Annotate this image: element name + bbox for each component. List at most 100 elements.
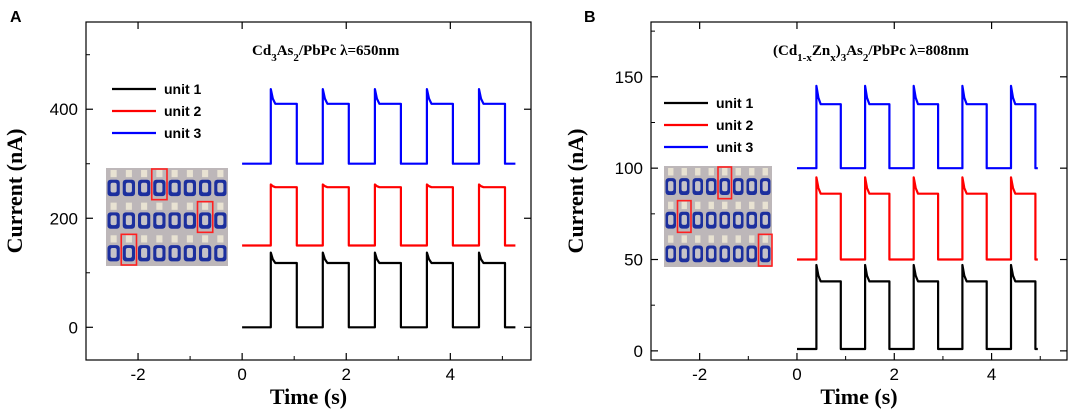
inset-pad bbox=[202, 235, 209, 243]
inset-device-photo bbox=[664, 166, 773, 267]
inset-pad bbox=[110, 169, 117, 178]
inset-pixel-center bbox=[722, 181, 728, 192]
inset-pad bbox=[125, 202, 132, 210]
panel-b: B -2 0 2 4 0 50 100 150 Time (s) Current (nA) (Cd1-… bbox=[563, 9, 1068, 409]
inset-pad bbox=[722, 235, 728, 243]
inset-pixel-center bbox=[749, 181, 755, 192]
inset-pad bbox=[668, 235, 674, 243]
title-subscript: 1-x bbox=[797, 52, 812, 64]
title-subscript: 3 bbox=[271, 52, 277, 64]
plot-frame bbox=[650, 21, 1068, 361]
inset-pad bbox=[141, 169, 148, 178]
x-axis-label: Time (s) bbox=[820, 384, 897, 409]
inset-pixel-center bbox=[156, 182, 163, 193]
inset-pad bbox=[110, 235, 117, 243]
inset-pad bbox=[708, 201, 714, 210]
inset-pixel-center bbox=[735, 214, 741, 225]
inset-pixel-center bbox=[110, 215, 117, 226]
title-segment: (Cd bbox=[773, 43, 798, 59]
inset-pad bbox=[141, 202, 148, 210]
inset-pad bbox=[749, 235, 755, 243]
title-subscript: x bbox=[830, 52, 836, 64]
inset-pad bbox=[171, 202, 178, 210]
inset-pad bbox=[735, 168, 741, 176]
inset-pixel-center bbox=[708, 214, 714, 225]
series-line-unit-2 bbox=[242, 183, 516, 247]
inset-pad bbox=[217, 202, 224, 210]
inset-pixel-center bbox=[708, 181, 714, 192]
inset-pixel-center bbox=[681, 181, 687, 192]
title-segment: As bbox=[277, 43, 294, 59]
inset-pad bbox=[695, 201, 701, 210]
legend-label: unit 2 bbox=[164, 103, 202, 119]
title-segment: /PbPc λ=650nm bbox=[298, 43, 400, 59]
inset-pixel-center bbox=[110, 248, 117, 258]
plot-frame bbox=[85, 21, 532, 361]
inset-pixel-center bbox=[695, 248, 701, 259]
inset-pixel-center bbox=[762, 181, 768, 192]
inset-pixel-center bbox=[156, 215, 163, 226]
inset-pad bbox=[762, 235, 768, 243]
inset-pad bbox=[125, 235, 132, 243]
inset-pixel-center bbox=[171, 182, 178, 193]
y-tick-label: 100 bbox=[615, 159, 643, 178]
inset-pixel-center bbox=[762, 214, 768, 225]
series-line-unit-3 bbox=[242, 88, 516, 165]
title-subscript: 2 bbox=[863, 52, 869, 64]
series-line-unit-1 bbox=[242, 251, 516, 329]
panel-letter: B bbox=[584, 9, 596, 26]
y-tick-label: 200 bbox=[50, 209, 78, 228]
inset-pad bbox=[217, 235, 224, 243]
inset-pad bbox=[695, 168, 701, 176]
inset-pixel-center bbox=[141, 248, 148, 258]
inset-pad bbox=[125, 169, 132, 178]
inset-pad bbox=[186, 235, 193, 243]
inset-pixel-center bbox=[681, 248, 687, 259]
x-tick-label: 0 bbox=[237, 365, 246, 384]
inset-pad bbox=[681, 168, 687, 176]
x-tick-label: -2 bbox=[130, 365, 145, 384]
inset-pixel-center bbox=[668, 248, 674, 259]
inset-pad bbox=[695, 235, 701, 243]
inset-pixel-center bbox=[202, 182, 209, 193]
inset-pad bbox=[749, 201, 755, 210]
inset-pixel-center bbox=[110, 182, 117, 193]
inset-pad bbox=[735, 235, 741, 243]
inset-pad bbox=[749, 168, 755, 176]
inset-pixel-center bbox=[735, 181, 741, 192]
inset-pixel-center bbox=[141, 215, 148, 226]
inset-pixel-center bbox=[171, 248, 178, 258]
y-axis-label: Current (nA) bbox=[563, 129, 588, 254]
inset-pixel-center bbox=[186, 182, 193, 193]
inset-pad bbox=[217, 169, 224, 178]
y-tick-label: 0 bbox=[69, 318, 78, 337]
series-line-unit-2 bbox=[797, 176, 1038, 261]
inset-pixel-center bbox=[217, 182, 224, 193]
y-axis-label: Current (nA) bbox=[2, 129, 27, 254]
inset-pad bbox=[110, 202, 117, 210]
inset-pixel-center bbox=[141, 182, 148, 193]
inset-pad bbox=[186, 202, 193, 210]
x-tick-label: 4 bbox=[987, 365, 996, 384]
y-tick-label: 0 bbox=[634, 342, 643, 361]
inset-pixel-center bbox=[668, 181, 674, 192]
inset-pixel-center bbox=[156, 248, 163, 258]
inset-pixel-center bbox=[762, 248, 768, 259]
inset-highlight-box bbox=[757, 233, 773, 267]
y-tick-label: 400 bbox=[50, 100, 78, 119]
inset-pixel-center bbox=[202, 215, 209, 226]
inset-pad bbox=[762, 201, 768, 210]
inset-pixel-center bbox=[217, 248, 224, 258]
legend-label: unit 1 bbox=[164, 81, 202, 97]
inset-pad bbox=[668, 168, 674, 176]
inset-pixel-center bbox=[722, 214, 728, 225]
x-axis-label: Time (s) bbox=[270, 384, 347, 409]
inset-pixel-center bbox=[749, 248, 755, 259]
y-tick-label: 150 bbox=[615, 68, 643, 87]
x-tick-label: 2 bbox=[890, 365, 899, 384]
inset-pad bbox=[735, 201, 741, 210]
inset-pad bbox=[171, 169, 178, 178]
x-tick-label: 4 bbox=[446, 365, 455, 384]
